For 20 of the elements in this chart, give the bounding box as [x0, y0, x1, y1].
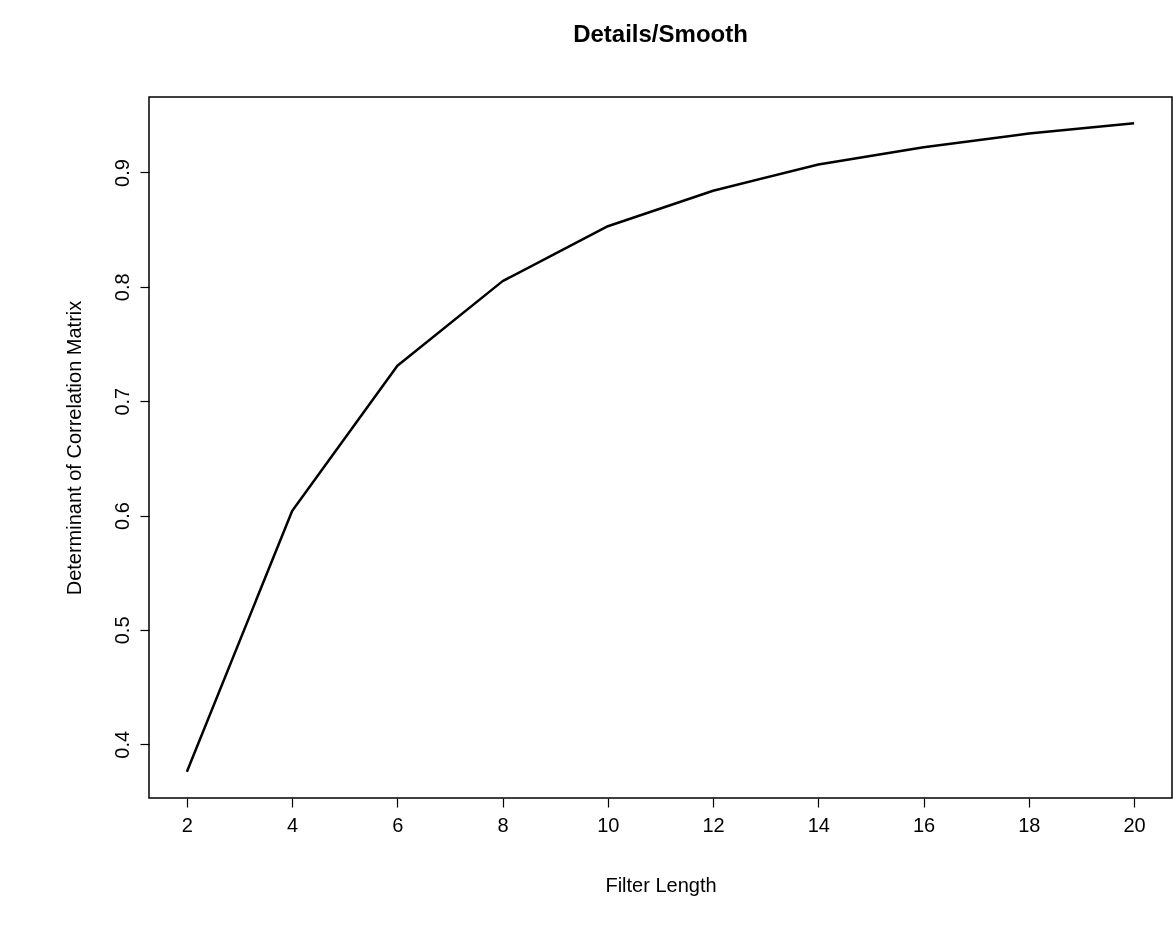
- x-tick-label: 8: [497, 813, 509, 836]
- y-tick-label: 0.5: [110, 616, 133, 645]
- x-axis-title: Filter Length: [605, 873, 717, 896]
- line-series: [185, 122, 1136, 773]
- y-tick-label: 0.9: [110, 159, 133, 187]
- chart-title: Details/Smooth: [573, 20, 748, 47]
- y-tick-label: 0.8: [110, 273, 133, 302]
- x-tick-label: 4: [287, 813, 299, 836]
- x-tick-label: 20: [1123, 813, 1146, 836]
- x-tick-label: 16: [912, 813, 936, 836]
- x-tick-label: 2: [181, 813, 193, 836]
- y-tick-label: 0.4: [110, 730, 133, 759]
- x-tick-label: 18: [1018, 813, 1041, 836]
- x-tick-label: 14: [807, 813, 830, 836]
- x-tick-label: 12: [702, 813, 725, 836]
- y-tick-label: 0.7: [110, 387, 133, 416]
- x-tick-label: 6: [392, 813, 404, 836]
- y-axis-title: Determinant of Correlation Matrix: [62, 300, 85, 596]
- x-tick-label: 10: [597, 813, 620, 836]
- y-tick-label: 0.6: [110, 502, 133, 530]
